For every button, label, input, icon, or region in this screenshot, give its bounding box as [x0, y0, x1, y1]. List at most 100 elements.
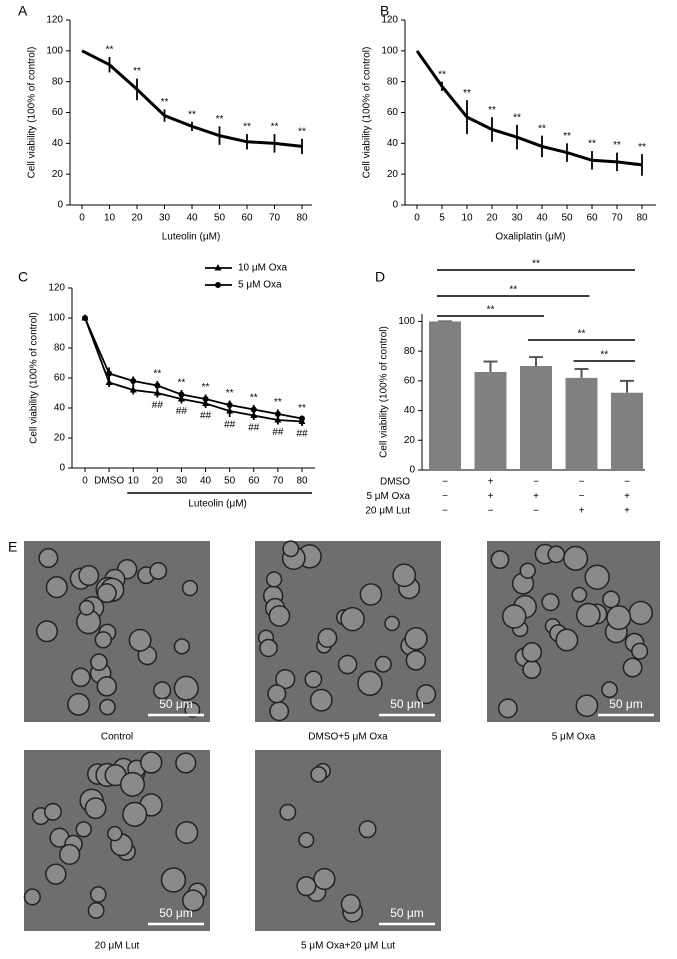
cell	[96, 583, 117, 604]
marker	[226, 402, 233, 408]
cell	[268, 605, 291, 627]
x-tick-label: 0	[414, 213, 420, 224]
x-tick-label: 20	[131, 213, 143, 224]
y-tick-label: 0	[57, 200, 63, 211]
cell	[606, 605, 632, 631]
significance-label: **	[243, 122, 251, 133]
y-tick-label: 120	[48, 283, 65, 294]
significance-label: **	[106, 45, 114, 56]
cell	[45, 576, 68, 599]
cell	[340, 893, 361, 915]
cell	[628, 600, 653, 626]
marker	[299, 415, 305, 422]
x-tick-label: 70	[611, 213, 623, 224]
significance-label: **	[274, 397, 282, 408]
y-tick-label: 40	[54, 403, 66, 414]
cell	[555, 628, 579, 652]
y-tick-label: 20	[54, 433, 66, 444]
cell	[175, 752, 197, 774]
marker	[274, 416, 282, 423]
cell	[122, 801, 148, 827]
x-tick-label: 10	[104, 213, 116, 224]
treatment-sign: +	[488, 491, 494, 502]
cell	[259, 638, 278, 658]
cell	[313, 867, 336, 891]
cell	[392, 563, 417, 588]
treatment-sign: −	[442, 491, 448, 502]
treatment-sign: −	[442, 477, 448, 488]
y-tick-label: 100	[48, 313, 65, 324]
y-tick-label: 60	[52, 107, 64, 118]
x-tick-label: 30	[511, 213, 523, 224]
y-tick-label: 20	[52, 169, 64, 180]
cell	[45, 863, 67, 885]
cell	[173, 638, 191, 655]
y-tick-label: 40	[404, 405, 416, 416]
cell	[357, 670, 383, 696]
cell	[497, 698, 518, 719]
y-tick-label: 100	[398, 316, 415, 327]
significance-label: **	[488, 105, 496, 116]
y-tick-label: 100	[381, 45, 398, 56]
treatment-sign: −	[579, 491, 585, 502]
cell	[35, 620, 58, 643]
y-tick-label: 60	[404, 375, 416, 386]
cell	[87, 901, 105, 919]
cell	[563, 545, 589, 571]
cell	[374, 655, 392, 673]
x-tick-label: 0	[82, 476, 88, 487]
cell	[584, 564, 610, 590]
comparison-label: **	[509, 285, 517, 296]
cell	[275, 668, 296, 690]
cell	[153, 681, 172, 700]
significance-label: **	[226, 388, 234, 399]
scale-bar-label: 50 μm	[609, 697, 643, 711]
marker	[274, 411, 281, 417]
treatment-sign: −	[624, 477, 630, 488]
cell	[43, 802, 62, 821]
significance-label: **	[438, 69, 446, 80]
cell	[519, 562, 536, 579]
cell	[404, 626, 428, 651]
bar	[474, 371, 507, 470]
bar	[611, 392, 643, 470]
cell	[75, 821, 92, 838]
y-axis-title: Cell viability (100% of control)	[27, 47, 38, 179]
significance-label: **	[463, 88, 471, 99]
marker	[153, 389, 161, 396]
y-tick-label: 60	[54, 373, 66, 384]
x-tick-label: 0	[79, 213, 85, 224]
marker	[250, 406, 257, 413]
marker	[105, 378, 113, 385]
cell	[90, 653, 108, 671]
treatment-sign: +	[579, 506, 585, 517]
significance-label: **	[271, 122, 279, 133]
y-tick-label: 60	[387, 107, 399, 118]
cell	[575, 694, 599, 718]
y-tick-label: 0	[409, 465, 415, 476]
x-tick-label: 50	[214, 213, 226, 224]
cell	[160, 867, 187, 893]
significance-label: **	[538, 123, 546, 134]
line	[84, 317, 303, 420]
x-tick-label: 60	[586, 213, 598, 224]
cell	[128, 628, 152, 652]
y-tick-label: 80	[52, 76, 64, 87]
cell	[94, 631, 112, 649]
panel-label: E	[8, 539, 17, 555]
line	[81, 49, 303, 148]
cell	[23, 888, 41, 906]
significance-label: ##	[272, 427, 284, 438]
significance-label: **	[588, 139, 596, 150]
x-tick-label: 10	[128, 476, 140, 487]
comparison-label: **	[487, 305, 495, 316]
comparison-label: **	[600, 350, 608, 361]
y-tick-label: 100	[46, 45, 63, 56]
cell	[282, 540, 300, 558]
cell	[602, 590, 621, 609]
cell	[490, 550, 510, 569]
significance-label: **	[202, 382, 210, 393]
x-tick-label: 70	[269, 213, 281, 224]
marker	[154, 382, 161, 389]
cell	[384, 615, 400, 632]
